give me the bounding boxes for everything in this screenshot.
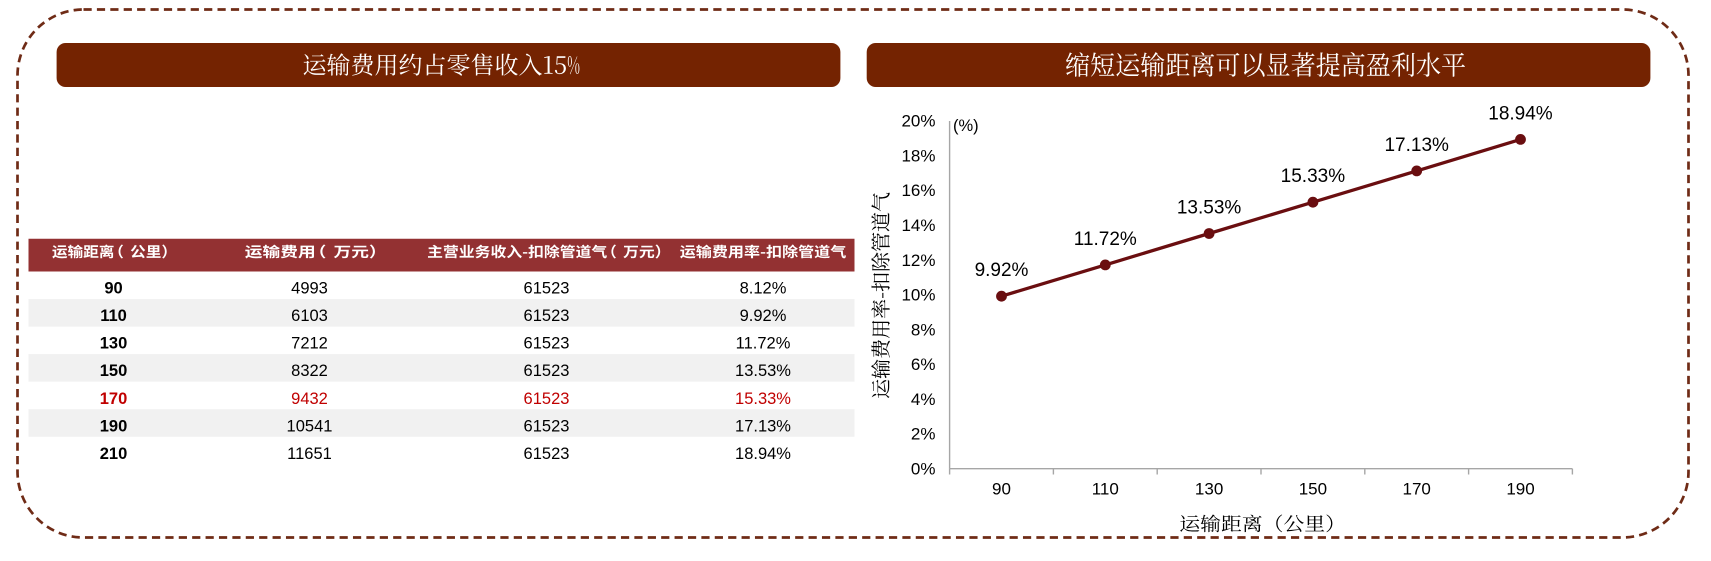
svg-text:130: 130 <box>1195 480 1223 499</box>
svg-text:17.13%: 17.13% <box>735 417 791 435</box>
svg-text:61523: 61523 <box>524 335 570 353</box>
svg-text:9.92%: 9.92% <box>975 260 1029 281</box>
svg-text:15.33%: 15.33% <box>1281 166 1346 187</box>
svg-text:6103: 6103 <box>291 307 328 325</box>
svg-text:170: 170 <box>100 390 128 408</box>
svg-text:20%: 20% <box>901 112 935 131</box>
svg-text:4993: 4993 <box>291 280 328 298</box>
svg-text:2%: 2% <box>911 425 936 444</box>
svg-text:10%: 10% <box>901 286 935 305</box>
svg-text:210: 210 <box>100 445 128 463</box>
svg-text:7212: 7212 <box>291 335 328 353</box>
svg-text:150: 150 <box>100 362 128 380</box>
svg-text:18.94%: 18.94% <box>735 445 791 463</box>
svg-text:12%: 12% <box>901 251 935 270</box>
svg-text:13.53%: 13.53% <box>735 362 791 380</box>
svg-text:9432: 9432 <box>291 390 328 408</box>
svg-text:8322: 8322 <box>291 362 328 380</box>
svg-text:61523: 61523 <box>524 390 570 408</box>
svg-text:15.33%: 15.33% <box>735 390 791 408</box>
svg-text:0%: 0% <box>911 459 936 478</box>
svg-text:130: 130 <box>100 335 128 353</box>
svg-text:61523: 61523 <box>524 280 570 298</box>
svg-text:110: 110 <box>1092 480 1119 499</box>
svg-text:170: 170 <box>1403 480 1431 499</box>
svg-text:190: 190 <box>100 417 128 435</box>
svg-text:18.94%: 18.94% <box>1488 103 1553 124</box>
svg-text:61523: 61523 <box>524 307 570 325</box>
svg-text:61523: 61523 <box>524 362 570 380</box>
svg-text:61523: 61523 <box>524 445 570 463</box>
svg-text:6%: 6% <box>911 355 936 374</box>
svg-text:9.92%: 9.92% <box>740 307 787 325</box>
svg-text:10541: 10541 <box>287 417 333 435</box>
svg-text:8%: 8% <box>911 320 936 339</box>
svg-text:110: 110 <box>100 307 127 325</box>
svg-text:8.12%: 8.12% <box>740 280 787 298</box>
svg-text:16%: 16% <box>901 181 935 200</box>
svg-text:150: 150 <box>1299 480 1327 499</box>
svg-text:11.72%: 11.72% <box>736 335 791 353</box>
svg-text:17.13%: 17.13% <box>1384 135 1449 156</box>
svg-text:90: 90 <box>992 480 1011 499</box>
svg-text:13.53%: 13.53% <box>1177 198 1242 219</box>
svg-text:190: 190 <box>1506 480 1534 499</box>
svg-text:61523: 61523 <box>524 417 570 435</box>
svg-text:90: 90 <box>104 280 122 298</box>
svg-text:11651: 11651 <box>287 445 332 463</box>
svg-text:4%: 4% <box>911 390 936 409</box>
svg-text:(%): (%) <box>953 117 979 135</box>
svg-text:11.72%: 11.72% <box>1074 229 1137 250</box>
svg-text:14%: 14% <box>901 216 935 235</box>
svg-text:18%: 18% <box>901 147 935 166</box>
